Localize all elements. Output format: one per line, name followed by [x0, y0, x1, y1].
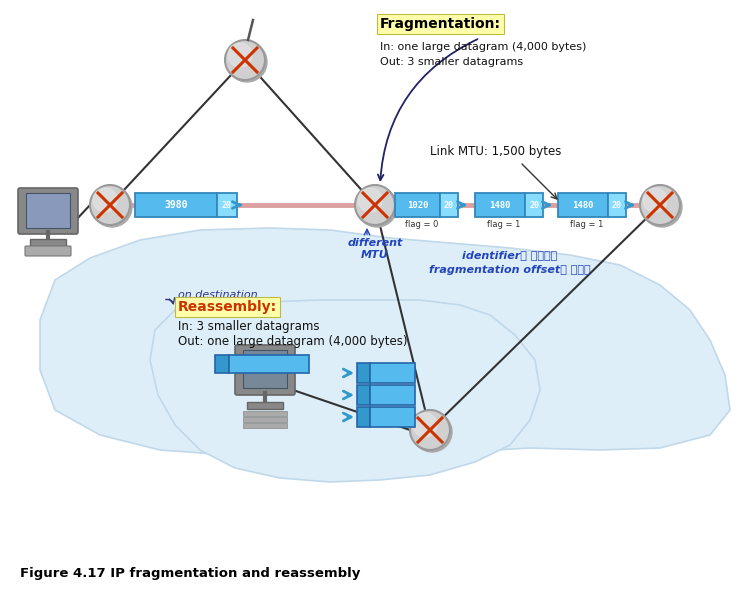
- FancyBboxPatch shape: [608, 193, 626, 217]
- FancyBboxPatch shape: [235, 345, 295, 395]
- Polygon shape: [150, 300, 540, 482]
- FancyBboxPatch shape: [370, 407, 415, 427]
- FancyBboxPatch shape: [26, 193, 70, 228]
- FancyBboxPatch shape: [215, 355, 229, 373]
- Circle shape: [92, 187, 132, 227]
- FancyBboxPatch shape: [229, 355, 309, 373]
- FancyBboxPatch shape: [370, 363, 415, 383]
- Circle shape: [642, 187, 682, 227]
- Circle shape: [413, 413, 437, 437]
- FancyBboxPatch shape: [243, 350, 287, 388]
- Text: 20: 20: [529, 200, 539, 209]
- Text: In: one large datagram (4,000 bytes): In: one large datagram (4,000 bytes): [380, 42, 586, 52]
- FancyBboxPatch shape: [25, 246, 71, 256]
- Circle shape: [228, 43, 252, 67]
- Circle shape: [227, 42, 267, 82]
- FancyBboxPatch shape: [475, 193, 525, 217]
- Text: Out: 3 smaller datagrams: Out: 3 smaller datagrams: [380, 57, 524, 67]
- Circle shape: [355, 185, 395, 225]
- Circle shape: [90, 185, 130, 225]
- Circle shape: [643, 188, 667, 212]
- Text: different
MTU: different MTU: [347, 238, 403, 260]
- FancyBboxPatch shape: [217, 193, 237, 217]
- Text: 20: 20: [222, 200, 232, 209]
- FancyBboxPatch shape: [525, 193, 543, 217]
- Text: Fragmentation:: Fragmentation:: [380, 17, 501, 31]
- FancyBboxPatch shape: [395, 193, 440, 217]
- Circle shape: [357, 187, 397, 227]
- FancyBboxPatch shape: [357, 363, 370, 383]
- FancyBboxPatch shape: [243, 411, 287, 416]
- Text: flag = 1: flag = 1: [570, 220, 604, 229]
- Text: Out: one large datagram (4,000 bytes): Out: one large datagram (4,000 bytes): [178, 335, 407, 348]
- Text: 1020: 1020: [406, 200, 428, 209]
- Text: Reassembly:: Reassembly:: [178, 300, 278, 314]
- FancyBboxPatch shape: [30, 239, 66, 246]
- FancyBboxPatch shape: [357, 385, 370, 405]
- Text: 20: 20: [444, 200, 454, 209]
- Circle shape: [412, 412, 452, 452]
- FancyBboxPatch shape: [243, 423, 287, 428]
- Circle shape: [640, 185, 680, 225]
- Text: Link MTU: 1,500 bytes: Link MTU: 1,500 bytes: [430, 145, 561, 158]
- Text: Figure 4.17 IP fragmentation and reassembly: Figure 4.17 IP fragmentation and reassem…: [20, 567, 360, 580]
- Circle shape: [93, 188, 117, 212]
- FancyBboxPatch shape: [357, 407, 370, 427]
- Text: 1480: 1480: [489, 200, 511, 209]
- Text: 20: 20: [612, 200, 622, 209]
- Text: identifier는 동일하게: identifier는 동일하게: [462, 250, 557, 260]
- Text: 1480: 1480: [572, 200, 594, 209]
- Text: fragmentation offset은 다르게: fragmentation offset은 다르게: [429, 265, 591, 275]
- FancyBboxPatch shape: [135, 193, 217, 217]
- Text: flag = 1: flag = 1: [488, 220, 520, 229]
- FancyBboxPatch shape: [440, 193, 458, 217]
- Circle shape: [225, 40, 265, 80]
- FancyBboxPatch shape: [243, 417, 287, 422]
- FancyBboxPatch shape: [18, 188, 78, 234]
- Text: flag = 0: flag = 0: [405, 220, 439, 229]
- FancyBboxPatch shape: [247, 402, 283, 409]
- FancyBboxPatch shape: [558, 193, 608, 217]
- Polygon shape: [40, 228, 730, 455]
- Text: In: 3 smaller datagrams: In: 3 smaller datagrams: [178, 320, 320, 333]
- Circle shape: [410, 410, 450, 450]
- FancyBboxPatch shape: [370, 385, 415, 405]
- Circle shape: [358, 188, 382, 212]
- Text: on destination: on destination: [178, 290, 258, 300]
- Text: 3980: 3980: [164, 200, 188, 210]
